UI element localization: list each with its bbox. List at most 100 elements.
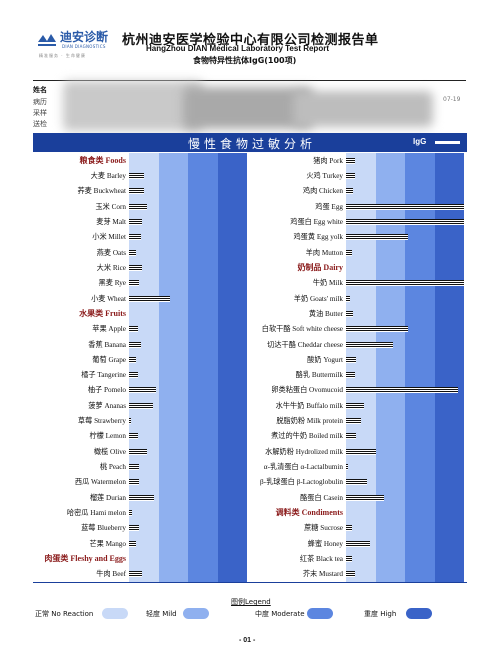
igg-bar	[129, 280, 140, 287]
igg-bar	[346, 571, 355, 578]
food-label: 火鸡 Turkey	[306, 171, 343, 180]
food-label: 切达干酪 Cheddar cheese	[267, 340, 343, 349]
food-label: 鸡肉 Chicken	[302, 187, 343, 196]
food-label: 大麦 Barley	[90, 171, 126, 180]
igg-bar	[346, 172, 355, 179]
food-label: 黑麦 Rye	[98, 279, 126, 288]
igg-bar	[129, 418, 131, 425]
patient-info: 姓名 病历 采样 送检 07-19	[33, 81, 468, 131]
level-band-moderate	[405, 153, 435, 582]
igg-bar	[129, 326, 138, 333]
igg-bar	[346, 540, 370, 547]
redaction-blur	[63, 81, 203, 131]
food-label: 西瓜 Watermelon	[74, 478, 126, 487]
food-label: 水解奶粉 Hydrolized milk	[265, 447, 343, 456]
legend-mild-swatch	[183, 608, 209, 619]
igg-bar	[129, 494, 155, 501]
igg-bar	[346, 402, 364, 409]
food-label: 麦芽 Malt	[96, 217, 126, 226]
food-label: 草莓 Strawberry	[77, 417, 126, 426]
igg-bar	[129, 510, 132, 517]
food-label: 菠萝 Ananas	[88, 401, 126, 410]
food-label: 橄榄 Olive	[93, 447, 126, 456]
legend-mild-label: 轻度 Mild	[146, 610, 177, 618]
report-title-english: HangZhou DIAN Medical Laboratory Test Re…	[146, 44, 329, 53]
food-label: 猪肉 Pork	[313, 156, 343, 165]
category-label: 调料类 Condiments	[275, 508, 343, 518]
food-label: 白软干酪 Soft white cheese	[261, 325, 343, 334]
igg-bar	[346, 494, 385, 501]
igg-bar	[129, 387, 156, 394]
igg-bar	[346, 234, 408, 241]
igg-bar	[346, 448, 376, 455]
food-label: 酪蛋白 Casein	[300, 493, 343, 502]
food-label: 小麦 Wheat	[91, 294, 126, 303]
igg-bar	[346, 280, 464, 287]
chart-right-column: 猪肉 Pork 火鸡 Turkey 鸡肉 Chicken 鸡蛋 Egg 鸡蛋白 Egg …	[250, 153, 467, 582]
igg-bar	[129, 341, 141, 348]
food-label: 哈密瓜 Hami melon	[66, 509, 126, 518]
legend-normal-swatch	[102, 608, 128, 619]
food-label: 蔗糖 Sucrose	[304, 524, 343, 533]
food-label: 羊奶 Goats' milk	[293, 294, 343, 303]
food-label: 橘子 Tangerine	[81, 371, 126, 380]
igg-bar	[346, 418, 361, 425]
legend-title: 图例Legend	[231, 598, 271, 606]
food-label: 香蕉 Banana	[88, 340, 126, 349]
igg-bar	[346, 556, 352, 563]
logo-tagline: 精准服务 · 生命健康	[39, 53, 86, 58]
igg-bar	[129, 464, 140, 471]
food-label: α-乳清蛋白 α-Lactalbumin	[263, 463, 343, 472]
igg-bar	[129, 479, 140, 486]
igg-bar	[129, 203, 147, 210]
food-label: 煮过的牛奶 Boiled milk	[271, 432, 343, 441]
igg-bar	[129, 264, 143, 271]
report-date: 07-19	[443, 96, 461, 103]
name-label: 姓名	[33, 86, 47, 94]
food-label: 脱脂奶粉 Milk protein	[276, 417, 343, 426]
food-label: 小米 Millet	[92, 233, 126, 242]
igg-bar	[129, 188, 144, 195]
food-label: 牛奶 Milk	[312, 279, 343, 288]
food-label: 水牛牛奶 Buffalo milk	[275, 401, 343, 410]
chart-left-column: 粮食类 Foods 大麦 Barley 荞麦 Buckwheat 玉米 Corn 麦芽 …	[33, 153, 247, 582]
food-label: 黄油 Butter	[308, 309, 343, 318]
food-label: 鸡蛋黄 Egg yolk	[293, 233, 343, 242]
igg-bar	[129, 356, 137, 363]
series-label: IgG	[413, 137, 427, 146]
header-rule	[33, 80, 466, 81]
igg-bar	[346, 249, 352, 256]
logo-mark-icon	[38, 34, 56, 46]
dept-label: 病历	[33, 98, 47, 106]
igg-bar	[129, 525, 140, 532]
igg-bar	[346, 433, 357, 440]
igg-bar	[129, 433, 138, 440]
page-number: - 01 -	[239, 637, 256, 644]
igg-bar	[346, 356, 357, 363]
food-label: 蜂蜜 Honey	[307, 539, 343, 548]
igg-bar	[129, 372, 138, 379]
category-label: 肉蛋类 Fleshy and Eggs	[44, 554, 126, 564]
report-title: 杭州迪安医学检验中心有限公司检测报告单	[122, 33, 379, 48]
redaction-blur	[183, 87, 313, 129]
legend-normal-label: 正常 No Reaction	[35, 610, 94, 618]
food-label: 柠檬 Lemon	[89, 432, 126, 441]
sample-label: 采样	[33, 109, 47, 117]
food-label: 鸡蛋 Egg	[315, 202, 343, 211]
level-band-moderate	[188, 153, 218, 582]
food-label: 荞麦 Buckwheat	[77, 187, 126, 196]
igg-bar	[129, 218, 143, 225]
igg-bar	[346, 157, 355, 164]
food-label: 牛肉 Beef	[96, 570, 126, 579]
level-band-high	[434, 153, 464, 582]
legend-moderate-label: 中度 Moderate	[255, 610, 305, 618]
food-label: 柚子 Pomelo	[87, 386, 126, 395]
level-band-high	[217, 153, 247, 582]
category-label: 水果类 Fruits	[79, 308, 126, 318]
igg-bar	[129, 571, 143, 578]
igg-bar	[129, 249, 137, 256]
food-label: 榴莲 Durian	[89, 493, 126, 502]
food-label: 红茶 Black tea	[299, 555, 343, 564]
food-label: 燕麦 Oats	[96, 248, 126, 257]
food-label: 苹果 Apple	[92, 325, 126, 334]
